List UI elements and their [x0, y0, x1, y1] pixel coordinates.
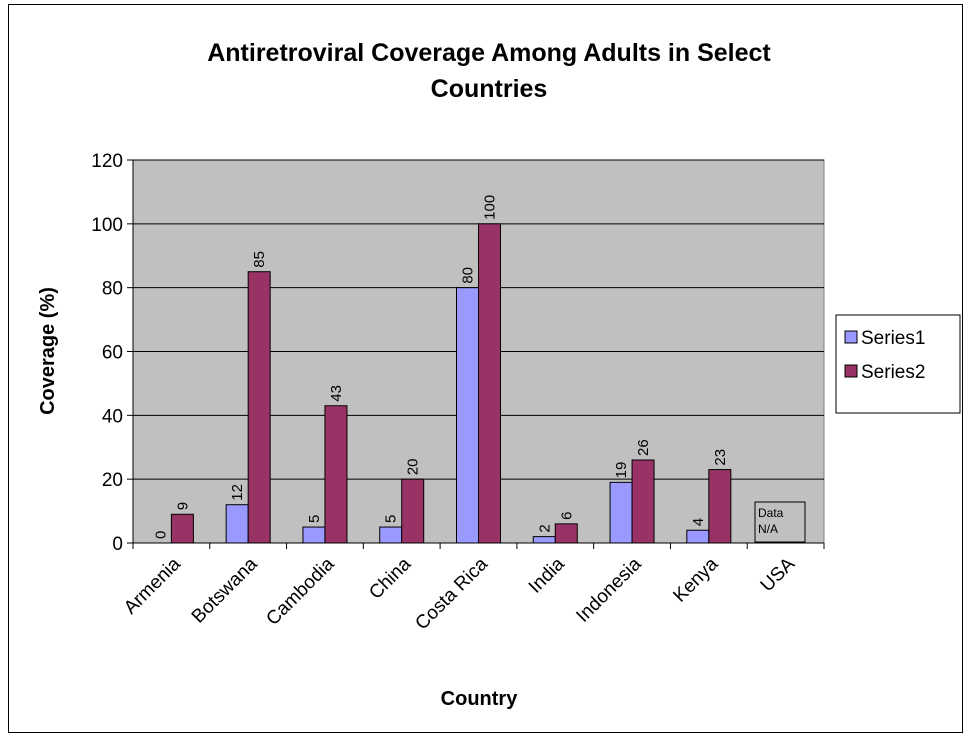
bar-series1-india	[532, 536, 556, 544]
data-label: 23	[712, 449, 729, 466]
data-labels: 0 12 5 5 80 2 19 4 9 85 43 20 100 6 26 23	[152, 195, 728, 539]
bar-series2-kenya	[708, 469, 732, 544]
annotation-line2: N/A	[758, 522, 778, 536]
data-label: 4	[690, 518, 707, 526]
data-label: 5	[383, 515, 400, 523]
bar-series1-costa-rica	[456, 287, 479, 544]
bar-series2-indonesia	[631, 459, 655, 544]
data-label: 100	[482, 195, 499, 220]
x-category-label: Kenya	[669, 553, 722, 606]
y-tick-label: 0	[112, 534, 123, 555]
axes	[127, 159, 825, 549]
x-category-label: Armenia	[120, 553, 185, 618]
data-label: 12	[229, 484, 246, 501]
y-tick-labels: 0 20 40 60 80 100 120	[91, 151, 123, 555]
chart-frame: Antiretroviral Coverage Among Adults in …	[8, 4, 963, 733]
y-tick-label: 80	[102, 279, 123, 300]
y-tick-label: 100	[91, 215, 123, 236]
x-category-label: Indonesia	[572, 553, 645, 626]
x-category-label: India	[525, 553, 569, 597]
data-label: 80	[460, 267, 477, 284]
bar-series1-china	[379, 526, 403, 544]
data-label: 85	[251, 251, 268, 268]
data-label: 0	[152, 531, 169, 539]
legend-swatch-series1	[844, 330, 858, 344]
data-label: 9	[174, 502, 191, 510]
bar-series2-cambodia	[324, 405, 348, 544]
bar-chart: Antiretroviral Coverage Among Adults in …	[37, 39, 961, 710]
y-axis-title: Coverage (%)	[37, 287, 59, 415]
y-tick-label: 40	[102, 406, 123, 427]
x-category-label: USA	[757, 553, 800, 596]
bar-series2-armenia	[170, 513, 194, 544]
y-tick-label: 120	[91, 151, 123, 172]
y-tick-label: 60	[102, 343, 123, 364]
x-category-label: Costa Rica	[411, 553, 492, 634]
data-label: 19	[613, 462, 630, 479]
bar-series1-indonesia	[609, 481, 633, 544]
x-category-label: China	[365, 553, 415, 603]
chart-title-line1: Antiretroviral Coverage Among Adults in …	[207, 39, 771, 67]
data-label: 2	[536, 524, 553, 532]
bar-series2-india	[554, 523, 578, 544]
legend-label-series1: Series1	[861, 328, 925, 349]
x-axis-title: Country	[441, 688, 519, 710]
data-label: 26	[635, 439, 652, 456]
data-label: 6	[558, 512, 575, 520]
x-category-label: Botswana	[188, 553, 262, 627]
bar-series1-cambodia	[302, 526, 326, 544]
legend: Series1 Series2	[835, 314, 961, 414]
chart-title-line2: Countries	[431, 75, 548, 103]
x-category-label: Cambodia	[262, 553, 338, 629]
data-label: 5	[306, 515, 323, 523]
bar-series2-china	[401, 478, 425, 544]
legend-swatch-series2	[844, 364, 858, 378]
annotation-box	[754, 501, 806, 543]
bar-series2-botswana	[247, 271, 271, 544]
data-label: 43	[328, 385, 345, 402]
usa-data-na-annotation: Data N/A	[754, 501, 806, 543]
bar-series1-botswana	[225, 504, 249, 544]
bar-series1-kenya	[686, 529, 710, 544]
annotation-line1: Data	[758, 506, 784, 520]
legend-label-series2: Series2	[861, 362, 925, 383]
y-tick-label: 20	[102, 470, 123, 491]
bar-series2-costa-rica	[478, 223, 501, 544]
data-label: 20	[405, 458, 422, 475]
